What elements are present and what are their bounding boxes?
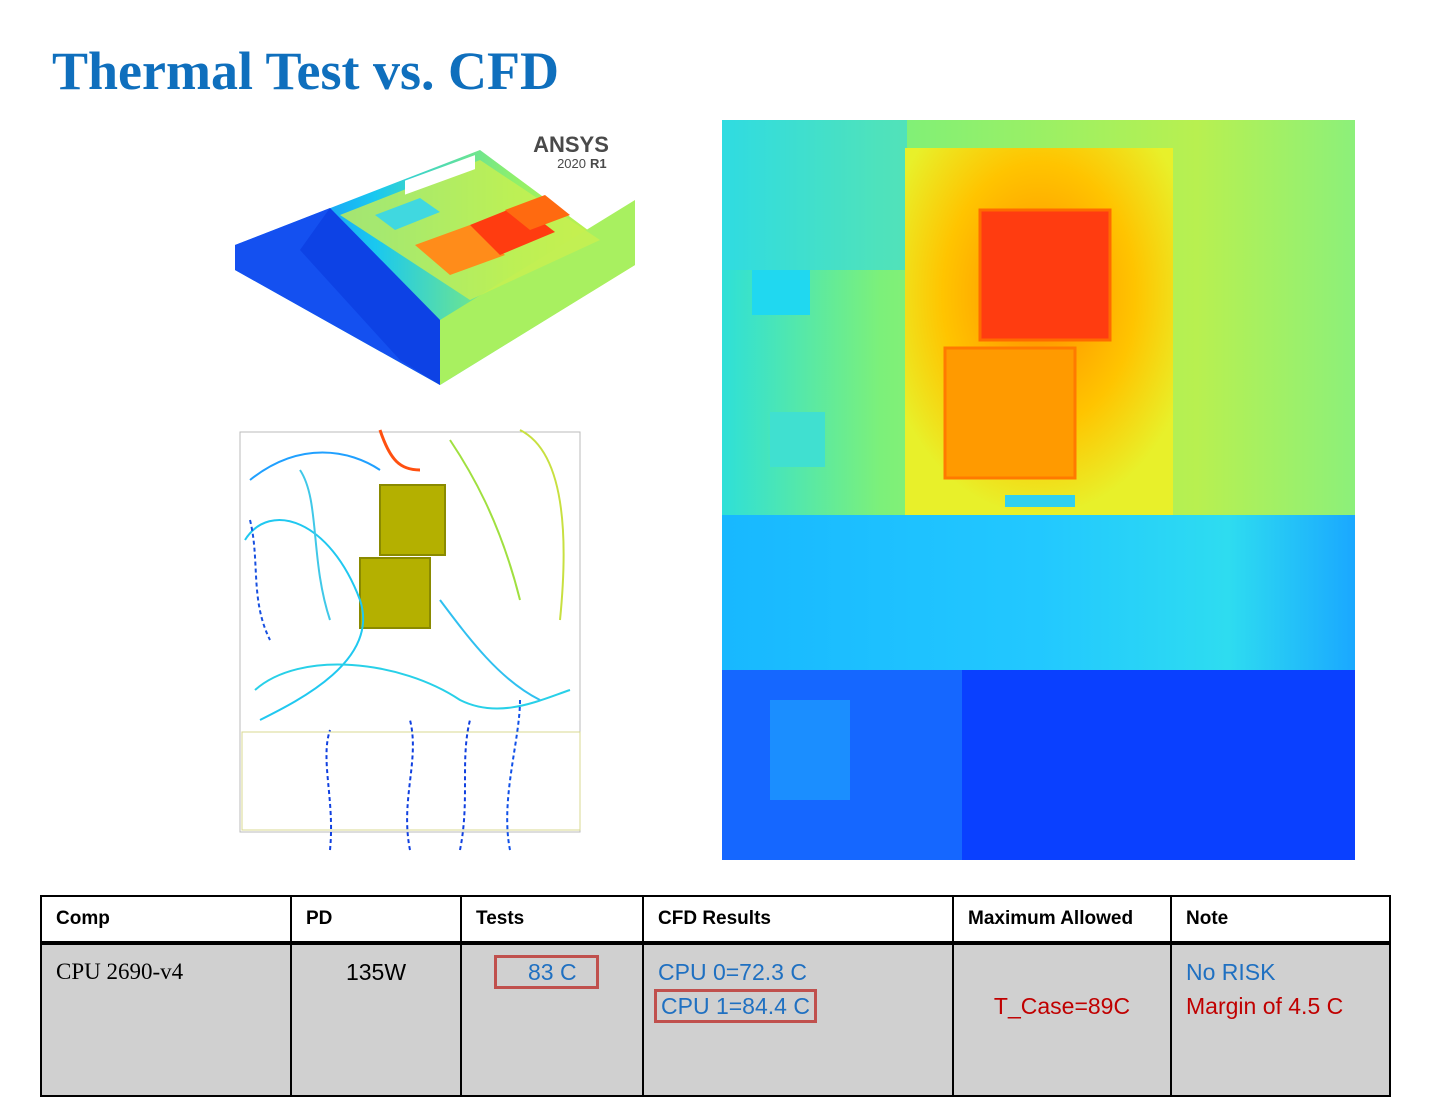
slide-title: Thermal Test vs. CFD: [52, 41, 560, 101]
logo-version: 2020: [557, 156, 586, 171]
cell: CPU 0=72.3 C CPU 1=84.4 C: [642, 942, 954, 1097]
note-line: No RISK: [1186, 959, 1276, 985]
cell: No RISK Margin of 4.5 C: [1170, 942, 1391, 1097]
note-line: Margin of 4.5 C: [1186, 993, 1344, 1019]
header-cell: PD: [290, 895, 462, 945]
cell: 135W: [290, 942, 462, 1097]
ansys-logo: ANSYS 2020 R1: [533, 132, 609, 171]
header-cell: Maximum Allowed: [952, 895, 1172, 945]
header-cell: Comp: [40, 895, 292, 945]
figures: ANSYS 2020 R1: [235, 120, 1355, 860]
cfd-line: CPU 0=72.3 C: [658, 959, 807, 985]
cfd-line: CPU 1=84.4 C: [654, 989, 817, 1023]
results-table: Comp PD Tests CFD Results Maximum Allowe…: [40, 895, 1391, 1097]
heat-map: [722, 120, 1355, 860]
streamline-plot: [239, 429, 581, 851]
header-cell: CFD Results: [642, 895, 954, 945]
cell: T_Case=89C: [952, 942, 1172, 1097]
logo-name: ANSYS: [533, 132, 609, 157]
iso-model: [235, 150, 635, 385]
test-value: 83 C: [494, 955, 599, 989]
cell: CPU 2690-v4: [40, 942, 292, 1097]
header-cell: Note: [1170, 895, 1391, 945]
cell: 83 C: [460, 942, 644, 1097]
logo-release: R1: [590, 156, 607, 171]
header-cell: Tests: [460, 895, 644, 945]
